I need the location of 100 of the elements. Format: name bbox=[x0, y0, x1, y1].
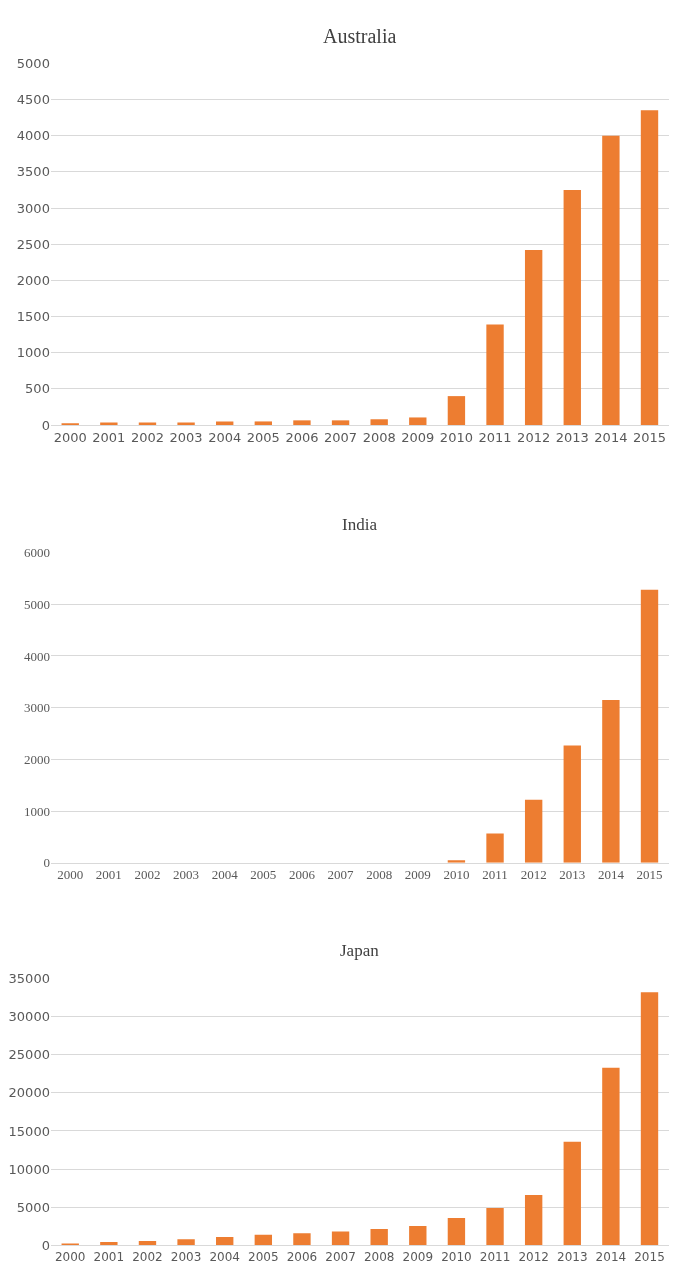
chart-title: India bbox=[342, 515, 378, 534]
bar bbox=[563, 189, 581, 426]
bar bbox=[409, 1225, 427, 1246]
y-tick-label: 500 bbox=[25, 381, 50, 397]
x-tick-label: 2006 bbox=[285, 429, 319, 445]
y-tick-label: 5000 bbox=[23, 596, 50, 612]
y-tick-label: 2000 bbox=[16, 272, 50, 288]
bar bbox=[640, 110, 659, 426]
x-tick-label: 2014 bbox=[595, 1249, 627, 1264]
bar bbox=[254, 421, 273, 426]
bar bbox=[447, 396, 466, 426]
x-tick-label: 2012 bbox=[518, 1249, 549, 1264]
y-tick-label: 0 bbox=[43, 855, 50, 871]
chart-title: Australia bbox=[323, 25, 397, 47]
x-tick-label: 2010 bbox=[443, 867, 470, 883]
y-tick-label: 20000 bbox=[8, 1085, 50, 1101]
bar bbox=[331, 420, 350, 426]
bar bbox=[447, 1217, 466, 1246]
bar bbox=[293, 420, 311, 426]
x-tick-label: 2013 bbox=[559, 867, 586, 883]
bar bbox=[370, 419, 388, 426]
y-tick-label: 15000 bbox=[8, 1123, 50, 1139]
x-tick-label: 2000 bbox=[53, 429, 87, 445]
y-tick-label: 3000 bbox=[16, 200, 50, 216]
x-tick-label: 2008 bbox=[362, 429, 396, 445]
y-tick-label: 4500 bbox=[16, 92, 50, 108]
x-tick-label: 2009 bbox=[401, 429, 435, 445]
bar bbox=[331, 1231, 350, 1246]
bar bbox=[602, 1067, 620, 1246]
x-tick-label: 2014 bbox=[594, 429, 628, 445]
x-tick-label: 2008 bbox=[363, 1249, 395, 1264]
y-tick-label: 5000 bbox=[16, 55, 50, 71]
x-tick-label: 2003 bbox=[169, 429, 203, 445]
x-tick-label: 2009 bbox=[404, 867, 431, 883]
y-tick-label: 4000 bbox=[16, 128, 50, 144]
x-tick-label: 2005 bbox=[250, 867, 277, 883]
y-tick-label: 30000 bbox=[8, 1009, 50, 1025]
x-tick-label: 2012 bbox=[520, 867, 547, 883]
y-tick-label: 1500 bbox=[16, 309, 50, 325]
x-tick-label: 2013 bbox=[556, 1249, 588, 1264]
bar bbox=[293, 1233, 311, 1246]
x-tick-label: 2001 bbox=[93, 1249, 125, 1264]
x-tick-label: 2006 bbox=[288, 867, 316, 883]
bar bbox=[216, 1236, 234, 1246]
chart-title: Japan bbox=[340, 941, 380, 960]
x-tick-label: 2010 bbox=[439, 429, 473, 445]
x-tick-label: 2015 bbox=[632, 429, 667, 445]
x-tick-label: 2011 bbox=[479, 1249, 511, 1264]
x-tick-label: 2007 bbox=[324, 429, 358, 445]
x-tick-label: 2003 bbox=[170, 1249, 202, 1264]
y-tick-label: 3500 bbox=[16, 164, 50, 180]
bar bbox=[486, 1207, 504, 1246]
bar bbox=[563, 745, 581, 863]
y-tick-label: 6000 bbox=[23, 545, 50, 561]
bar bbox=[216, 421, 234, 426]
bar bbox=[602, 699, 620, 863]
bar bbox=[254, 1234, 273, 1246]
x-tick-label: 2000 bbox=[54, 1249, 86, 1264]
y-tick-label: 25000 bbox=[8, 1047, 50, 1063]
x-tick-label: 2008 bbox=[366, 867, 393, 883]
bar bbox=[602, 135, 620, 426]
x-tick-label: 2004 bbox=[211, 867, 239, 883]
x-tick-label: 2000 bbox=[57, 867, 84, 883]
x-tick-label: 2015 bbox=[634, 1249, 665, 1264]
bar bbox=[524, 249, 543, 426]
y-tick-label: 5000 bbox=[16, 1199, 50, 1215]
x-tick-label: 2004 bbox=[208, 429, 242, 445]
y-tick-label: 1000 bbox=[16, 345, 50, 361]
bar bbox=[100, 1241, 118, 1246]
y-tick-label: 2500 bbox=[16, 236, 50, 252]
x-tick-label: 2009 bbox=[402, 1249, 434, 1264]
x-tick-label: 2011 bbox=[482, 867, 508, 883]
x-tick-label: 2002 bbox=[134, 867, 161, 883]
x-tick-label: 2013 bbox=[555, 429, 589, 445]
x-tick-label: 2002 bbox=[130, 429, 165, 445]
x-tick-label: 2005 bbox=[248, 1249, 279, 1264]
bar bbox=[524, 799, 543, 863]
bar bbox=[486, 833, 504, 863]
bar bbox=[370, 1228, 388, 1246]
bar bbox=[61, 423, 79, 426]
y-tick-label: 3000 bbox=[23, 700, 50, 716]
x-tick-label: 2012 bbox=[517, 429, 551, 445]
bar bbox=[563, 1141, 581, 1246]
bar bbox=[640, 589, 659, 863]
x-tick-label: 2005 bbox=[246, 429, 280, 445]
x-tick-label: 2001 bbox=[92, 429, 126, 445]
bar bbox=[640, 992, 659, 1246]
y-tick-label: 10000 bbox=[8, 1161, 50, 1177]
x-tick-label: 2002 bbox=[132, 1249, 163, 1264]
y-tick-label: 2000 bbox=[23, 751, 50, 767]
bar bbox=[61, 1243, 79, 1246]
bar bbox=[524, 1195, 543, 1246]
x-tick-label: 2010 bbox=[441, 1249, 472, 1264]
x-tick-label: 2003 bbox=[173, 867, 200, 883]
y-tick-label: 4000 bbox=[23, 648, 50, 664]
y-tick-label: 0 bbox=[41, 417, 50, 433]
bar bbox=[177, 1239, 195, 1246]
y-tick-label: 1000 bbox=[23, 803, 50, 819]
x-tick-label: 2014 bbox=[597, 867, 625, 883]
x-tick-label: 2015 bbox=[636, 867, 663, 883]
